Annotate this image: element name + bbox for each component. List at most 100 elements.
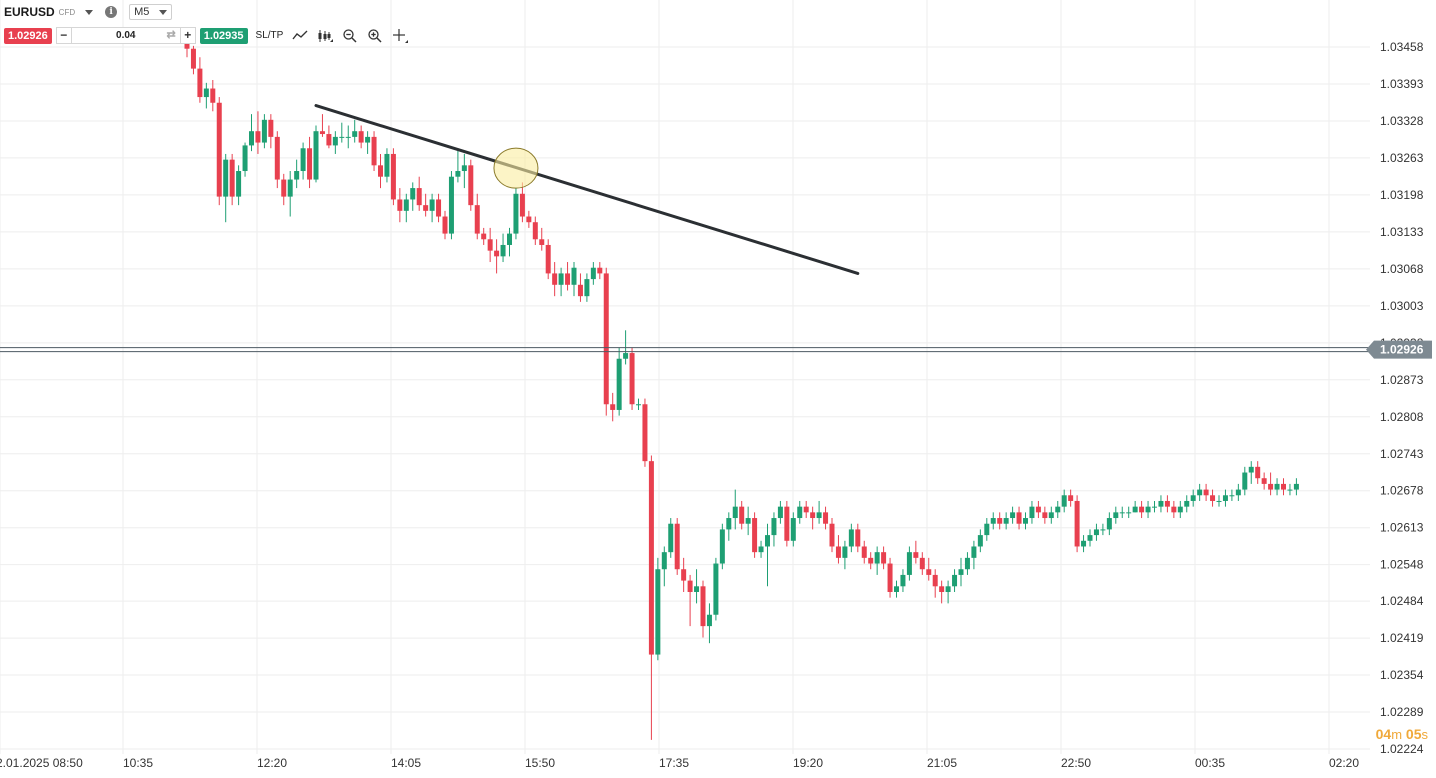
candle-body-down [539, 239, 545, 245]
x-tick-label: 2.01.2025 08:50 [0, 756, 83, 770]
candle-body-up [1100, 529, 1106, 531]
candle-body-up [500, 244, 506, 257]
y-tick-label: 1.02289 [1380, 705, 1424, 719]
x-tick-label: 17:35 [659, 756, 689, 770]
swap-icon[interactable]: ⇄ [166, 29, 176, 41]
candle-body-down [868, 557, 874, 564]
candle-body-up [448, 176, 454, 234]
candle-body-down [390, 153, 396, 200]
candle-body-up [1126, 512, 1132, 514]
candle-body-up [1029, 506, 1035, 519]
candle-body-down [681, 569, 687, 581]
info-icon[interactable]: i [105, 6, 118, 18]
chart-type-icon[interactable] [317, 28, 334, 44]
zoom-in-icon[interactable] [367, 28, 383, 44]
candle-body-up [694, 586, 700, 592]
candle-body-down [855, 529, 861, 547]
candle-body-up [945, 586, 951, 592]
candle-body-down [577, 284, 583, 297]
candle-body-down [268, 119, 274, 137]
candle-body-down [881, 552, 887, 564]
candle-body-down [436, 199, 442, 217]
y-tick-label: 1.02808 [1380, 410, 1424, 424]
candle-body-down [519, 193, 525, 217]
y-tick-label: 1.02548 [1380, 558, 1424, 572]
candle-body-down [829, 523, 835, 547]
candle-body-down [1139, 506, 1145, 513]
candle-body-down [423, 205, 429, 211]
crosshair-icon[interactable] [392, 28, 409, 44]
candle-body-up [1235, 489, 1241, 496]
candle-body-up [507, 233, 512, 245]
quantity-value: 0.04 [116, 30, 136, 41]
buy-price-button[interactable]: 1.02935 [199, 27, 248, 44]
candle-body-down [919, 557, 925, 570]
candle-body-up [668, 523, 674, 553]
decrease-quantity-button[interactable]: − [60, 28, 68, 42]
timer-minutes: 04 [1375, 726, 1392, 742]
candle-body-up [874, 552, 880, 564]
symbol-name[interactable]: EURUSD [4, 5, 55, 19]
candle-body-down [1210, 495, 1216, 501]
chevron-down-icon [159, 9, 168, 15]
candle-body-up [1023, 518, 1028, 524]
candle-body-up [1145, 506, 1151, 513]
candle-body-down [532, 222, 538, 240]
timer-seconds-unit: s [1421, 727, 1429, 742]
trendline[interactable] [314, 104, 860, 275]
y-tick-label: 1.02613 [1380, 521, 1424, 535]
sl-tp-button[interactable]: SL/TP [255, 30, 284, 41]
candle-body-up [1152, 506, 1157, 508]
candle-body-down [481, 233, 487, 240]
quantity-input[interactable]: 0.04 ⇄ [70, 28, 181, 43]
candle-body-down [1016, 512, 1022, 524]
candle-body-down [810, 512, 816, 519]
candle-body-up [1113, 512, 1119, 519]
candle-body-down [1042, 512, 1048, 519]
candle-body-up [848, 529, 854, 547]
candle-body-down [700, 586, 706, 627]
candle-body-up [719, 529, 725, 564]
candle-body-down [1068, 495, 1074, 501]
candle-body-down [1074, 500, 1080, 547]
timeframe-select[interactable]: M5 [129, 4, 173, 20]
candle-body-up [513, 193, 519, 234]
increase-quantity-button[interactable]: + [184, 28, 192, 42]
candle-body-down [861, 546, 867, 558]
candle-body-up [584, 279, 590, 297]
highlight-circle[interactable] [493, 147, 539, 189]
candle-body-down [326, 134, 332, 146]
symbol-dropdown-icon[interactable] [85, 9, 94, 15]
zoom-out-icon[interactable] [342, 28, 358, 44]
candle-body-down [210, 88, 216, 103]
candle-body-down [371, 136, 377, 166]
y-tick-label: 1.02873 [1380, 373, 1424, 387]
candle-body-down [190, 48, 196, 69]
candle-body-up [1177, 506, 1183, 513]
candle-body-up [655, 569, 661, 655]
candle-body-down [823, 512, 829, 524]
candle-body-up [1216, 500, 1222, 502]
candle-body-up [1248, 466, 1254, 473]
line-tool-icon[interactable] [292, 28, 308, 44]
candle-body-down [642, 404, 648, 462]
timer-seconds: 05 [1405, 726, 1422, 742]
candle-body-down [835, 546, 841, 558]
candle-body-up [971, 546, 977, 558]
candle-body-down [358, 131, 364, 143]
candle-body-down [545, 244, 551, 274]
candle-body-up [1293, 483, 1299, 490]
x-tick-label: 22:50 [1061, 756, 1091, 770]
candle-body-up [203, 88, 209, 98]
sell-price-button[interactable]: 1.02926 [4, 27, 52, 44]
candle-body-up [345, 136, 351, 138]
candle-body-up [223, 159, 229, 197]
candle-body-down [197, 68, 203, 98]
x-tick-label: 10:35 [123, 756, 153, 770]
candle-body-down [416, 188, 422, 206]
candle-body-up [777, 506, 783, 519]
candle-body-up [623, 353, 629, 359]
candle-body-up [790, 518, 796, 541]
candle-body-up [461, 165, 467, 172]
